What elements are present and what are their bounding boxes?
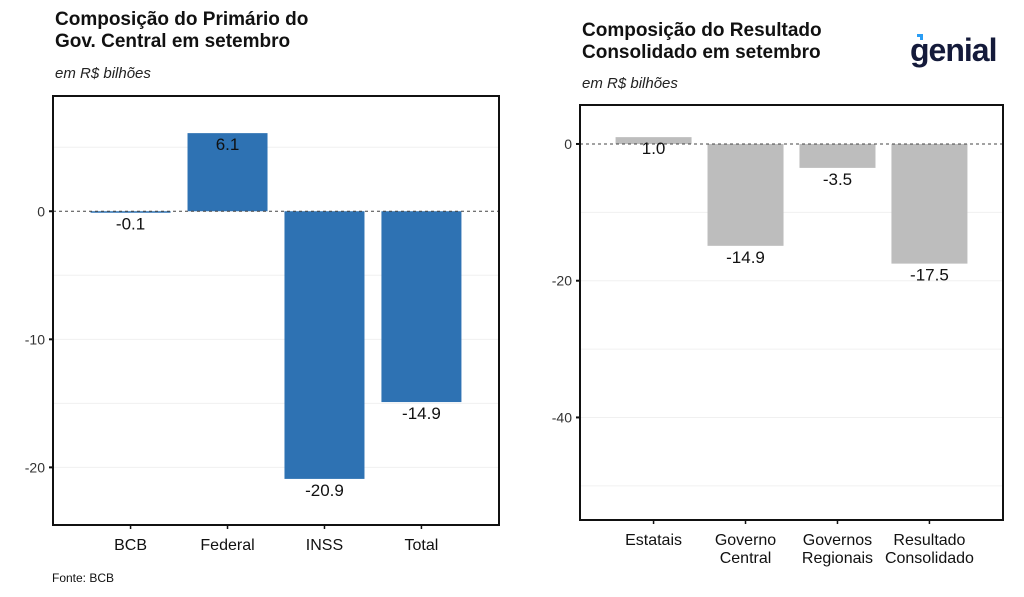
right-title-line-1: Composição do Resultado [582,20,822,41]
bar-governo-central [707,143,784,246]
data-label: 1.0 [642,139,666,158]
left-title-line-2: Gov. Central em setembro [55,31,291,52]
x-tick-label: BCB [114,537,147,554]
genial-logo: genial [910,32,997,69]
data-label: -0.1 [116,215,145,234]
data-label: -3.5 [823,170,852,189]
data-label: -14.9 [402,404,441,423]
bar-governos-regionais [799,143,876,168]
right-chart-title: Composição do Resultado Consolidado em s… [582,20,822,64]
x-tick-label: Estatais [625,532,682,549]
y-tick-label: -10 [25,331,45,347]
bar-bcb [90,211,171,213]
left-chart-title: Composição do Primário do Gov. Central e… [55,9,308,53]
data-label: -20.9 [305,481,344,500]
source-note: Fonte: BCB [52,571,115,585]
data-label: -17.5 [910,266,949,285]
left-title-line-1: Composição do Primário do [55,9,309,30]
x-tick-label: Governo [715,532,776,549]
x-tick-label: INSS [306,537,343,554]
y-tick-label: 0 [37,203,45,219]
x-tick-label: Resultado [893,532,965,549]
bar-resultado-consolidado [891,143,968,264]
bar-inss [284,211,365,479]
y-tick-label: -20 [552,273,572,289]
x-tick-label: Consolidado [885,550,974,567]
x-tick-label: Federal [200,537,254,554]
plot-frame [52,95,500,526]
left-chart-subtitle: em R$ bilhões [55,65,151,82]
x-tick-label: Governos [803,532,872,549]
right-chart-subtitle: em R$ bilhões [582,75,678,92]
data-label: 6.1 [216,135,240,154]
bar-total [381,211,462,403]
y-tick-label: 0 [564,136,572,152]
y-tick-label: -40 [552,409,572,425]
y-tick-label: -20 [25,459,45,475]
x-tick-label: Central [720,550,772,567]
bar-estatais [615,137,692,144]
x-tick-label: Total [405,537,439,554]
data-label: -14.9 [726,248,765,267]
logo-text: genial [910,32,997,68]
x-tick-label: Regionais [802,550,873,567]
bar-federal [187,133,268,212]
plot-frame [579,104,1004,521]
right-title-line-2: Consolidado em setembro [582,42,821,63]
